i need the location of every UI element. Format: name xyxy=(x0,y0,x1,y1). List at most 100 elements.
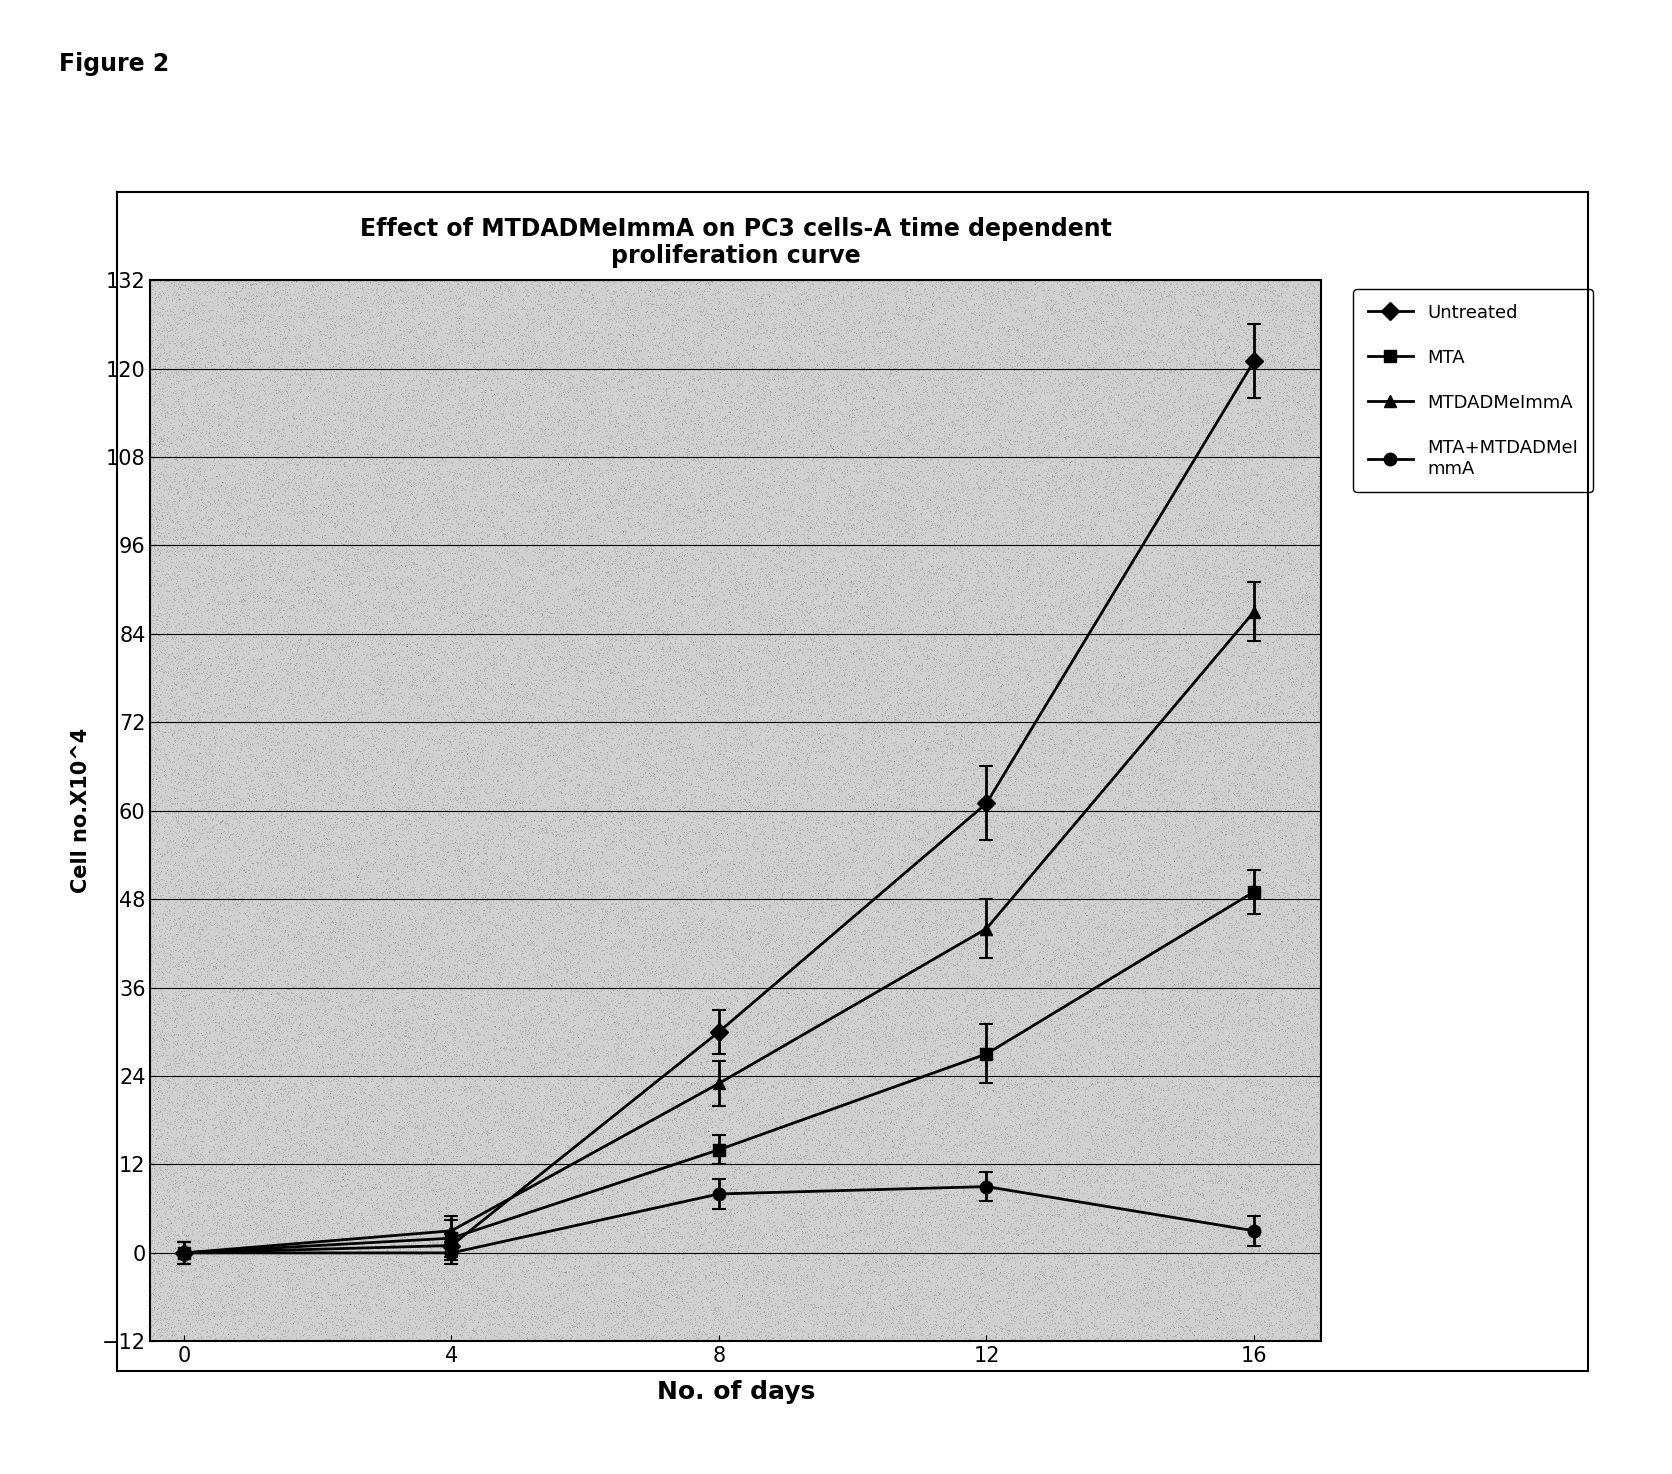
Point xyxy=(941,509,968,532)
Point xyxy=(1038,1069,1065,1092)
Point xyxy=(492,672,518,696)
Point xyxy=(833,1262,859,1285)
Point xyxy=(1122,1001,1149,1024)
Point xyxy=(951,629,978,653)
Point xyxy=(1072,884,1099,908)
Point xyxy=(361,1201,388,1225)
Point xyxy=(675,837,702,861)
Point xyxy=(1299,825,1326,849)
Point xyxy=(796,647,823,671)
Point xyxy=(498,1120,525,1144)
Point xyxy=(1185,753,1212,777)
Point xyxy=(227,1082,254,1106)
Point xyxy=(291,708,318,731)
Point xyxy=(201,1178,227,1201)
Point xyxy=(488,703,515,727)
Point xyxy=(271,581,298,604)
Point xyxy=(1002,553,1028,576)
Point xyxy=(1237,982,1264,1005)
Point xyxy=(311,893,338,917)
Point xyxy=(585,419,612,442)
Point xyxy=(298,289,324,312)
Point xyxy=(635,445,662,469)
Point xyxy=(191,385,217,408)
Point xyxy=(201,727,227,750)
Point xyxy=(866,1274,893,1297)
Point xyxy=(263,884,289,908)
Point xyxy=(696,1322,722,1346)
Point xyxy=(858,1066,884,1089)
Point xyxy=(1012,1251,1038,1275)
Point xyxy=(209,964,236,988)
Point xyxy=(547,1213,573,1237)
Point xyxy=(572,1026,599,1049)
Point xyxy=(585,1276,612,1300)
Point xyxy=(602,1038,629,1061)
Point xyxy=(997,849,1023,873)
Point xyxy=(667,458,694,482)
Point xyxy=(466,1318,493,1341)
Point xyxy=(329,904,356,927)
Point xyxy=(234,887,261,911)
Point xyxy=(1296,1135,1323,1159)
Point xyxy=(1184,1091,1211,1114)
Point xyxy=(1214,1029,1241,1052)
Point xyxy=(1242,1247,1269,1271)
Point xyxy=(764,429,791,453)
Point xyxy=(856,873,883,896)
Point xyxy=(493,301,520,324)
Point xyxy=(445,270,472,293)
Point xyxy=(1249,299,1276,323)
Point xyxy=(558,301,585,324)
Point xyxy=(187,321,214,345)
Point xyxy=(1252,1039,1279,1063)
Point xyxy=(239,680,266,703)
Point xyxy=(799,1019,826,1042)
Point xyxy=(261,1226,288,1250)
Point xyxy=(801,1293,828,1316)
Point xyxy=(443,753,470,777)
Point xyxy=(971,1287,998,1310)
Point xyxy=(916,694,943,718)
Point xyxy=(197,702,224,725)
Point xyxy=(779,613,806,637)
Point xyxy=(895,358,921,382)
Point xyxy=(1206,1051,1232,1075)
Point xyxy=(309,805,336,828)
Point xyxy=(657,1288,684,1312)
Point xyxy=(1237,876,1264,899)
Point xyxy=(993,1290,1020,1313)
Point xyxy=(364,1044,391,1067)
Point xyxy=(1174,338,1200,361)
Point xyxy=(395,809,421,833)
Point xyxy=(946,1030,973,1054)
Point xyxy=(1112,551,1139,575)
Point xyxy=(898,1011,925,1035)
Point xyxy=(1247,329,1274,352)
Point xyxy=(1304,535,1331,559)
Point xyxy=(649,1287,675,1310)
Point xyxy=(886,1132,913,1156)
Point xyxy=(388,848,415,871)
Point xyxy=(344,1170,371,1194)
Point xyxy=(610,700,637,724)
Point xyxy=(1020,479,1047,503)
Point xyxy=(890,590,916,613)
Point xyxy=(1147,1244,1174,1268)
Point xyxy=(162,1007,189,1030)
Point xyxy=(375,853,401,877)
Point xyxy=(874,777,901,800)
Point xyxy=(874,1039,901,1063)
Point xyxy=(876,942,903,965)
Point xyxy=(1257,355,1284,379)
Point xyxy=(600,1088,627,1111)
Point xyxy=(415,1122,441,1145)
Point xyxy=(572,588,599,612)
Point xyxy=(490,504,517,528)
Point xyxy=(1052,917,1078,940)
Point xyxy=(418,849,445,873)
Point xyxy=(1257,364,1284,388)
Point xyxy=(405,792,431,815)
Point xyxy=(286,1095,313,1119)
Point xyxy=(1092,988,1119,1011)
